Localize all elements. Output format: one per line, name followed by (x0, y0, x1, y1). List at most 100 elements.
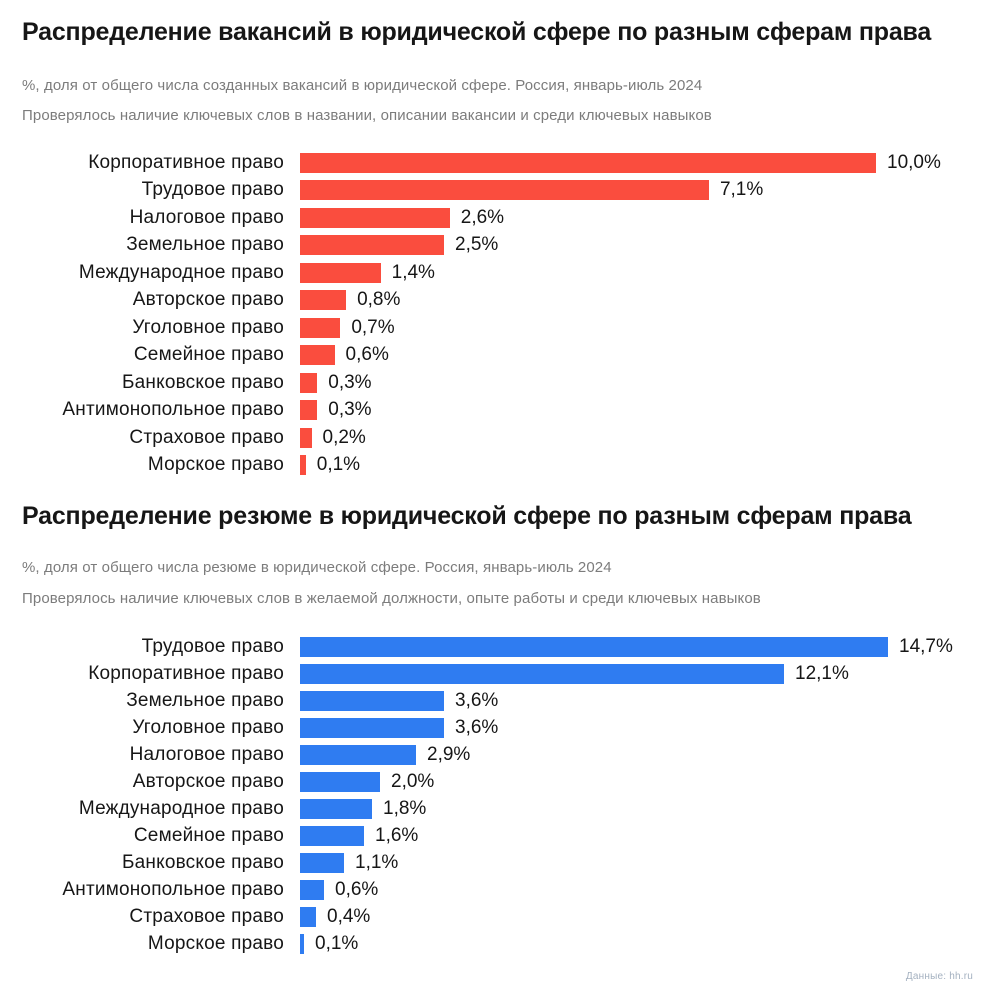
value-label: 0,6% (335, 878, 379, 900)
bar-track: 0,4% (284, 906, 370, 928)
bar-track: 14,7% (284, 636, 953, 658)
bar-track: 2,0% (284, 771, 434, 793)
value-label: 2,9% (427, 743, 471, 765)
bar-track: 0,1% (284, 933, 358, 955)
bar-row: Трудовое право 14,7% (0, 633, 1000, 660)
value-label: 3,6% (455, 689, 499, 711)
bar (300, 207, 450, 228)
value-label: 0,4% (327, 905, 371, 927)
bar-row: Морское право 0,1% (0, 930, 1000, 957)
value-label: 10,0% (887, 151, 941, 173)
bar-track: 0,1% (284, 454, 360, 476)
category-label: Корпоративное право (88, 662, 284, 684)
bar-row: Антимонопольное право 0,6% (0, 876, 1000, 903)
vacancies-bar-chart: Корпоративное право 10,0% Трудовое право 7,… (0, 149, 1000, 479)
category-label: Страховое право (129, 426, 284, 448)
bar (300, 400, 318, 421)
bar (300, 636, 888, 657)
category-label: Корпоративное право (88, 151, 284, 173)
bar-row: Трудовое право 7,1% (0, 177, 1000, 205)
bar (300, 262, 381, 283)
bar-row: Налоговое право 2,6% (0, 204, 1000, 232)
category-label: Семейное право (133, 824, 284, 846)
vacancies-chart-subtitle: %, доля от общего числа созданных ваканс… (22, 77, 703, 94)
value-label: 0,2% (322, 426, 366, 448)
bar-row: Международное право 1,4% (0, 259, 1000, 287)
resumes-bar-chart: Трудовое право 14,7% Корпоративное право 12… (0, 633, 1000, 957)
value-label: 0,3% (328, 399, 372, 421)
bar-track: 3,6% (284, 717, 498, 739)
bar-track: 1,6% (284, 825, 418, 847)
category-label: Трудовое право (141, 179, 284, 201)
bar-track: 1,4% (284, 262, 435, 284)
data-source-label: Данные: hh.ru (905, 971, 973, 982)
bar-track: 0,2% (284, 427, 366, 449)
bar-row: Авторское право 0,8% (0, 287, 1000, 315)
bar-row: Семейное право 0,6% (0, 342, 1000, 370)
bar (300, 879, 324, 900)
bar (300, 690, 444, 711)
category-label: Уголовное право (132, 316, 284, 338)
value-label: 2,6% (460, 206, 505, 228)
bar (300, 933, 304, 954)
bar-row: Земельное право 3,6% (0, 687, 1000, 714)
bar (300, 455, 306, 476)
bar-track: 1,1% (284, 852, 398, 874)
bar (300, 717, 444, 738)
bar-row: Банковское право 1,1% (0, 849, 1000, 876)
bar (300, 825, 364, 846)
bar (300, 771, 380, 792)
value-label: 12,1% (795, 662, 849, 684)
value-label: 2,0% (391, 770, 435, 792)
category-label: Уголовное право (132, 716, 284, 738)
value-label: 3,6% (455, 716, 499, 738)
category-label: Земельное право (126, 689, 284, 711)
bar-row: Уголовное право 0,7% (0, 314, 1000, 342)
bar (300, 852, 344, 873)
bar-row: Антимонопольное право 0,3% (0, 397, 1000, 425)
bar (300, 906, 316, 927)
resumes-chart-subtitle: %, доля от общего числа резюме в юридиче… (22, 559, 612, 576)
bar (300, 798, 372, 819)
value-label: 7,1% (719, 179, 764, 201)
value-label: 1,8% (383, 797, 427, 819)
bar (300, 180, 709, 201)
value-label: 14,7% (899, 635, 953, 657)
value-label: 0,1% (315, 932, 359, 954)
bar-track: 2,9% (284, 744, 470, 766)
category-label: Трудовое право (141, 635, 284, 657)
category-label: Семейное право (133, 344, 284, 366)
bar-row: Морское право 0,1% (0, 452, 1000, 480)
value-label: 1,4% (391, 261, 435, 283)
category-label: Международное право (78, 797, 284, 819)
category-label: Банковское право (121, 371, 284, 393)
bar-track: 0,6% (284, 344, 389, 366)
bar-track: 1,8% (284, 798, 426, 820)
bar-row: Авторское право 2,0% (0, 768, 1000, 795)
value-label: 0,6% (345, 344, 389, 366)
bar-row: Страховое право 0,4% (0, 903, 1000, 930)
bar-track: 3,6% (284, 690, 498, 712)
bar-row: Корпоративное право 10,0% (0, 149, 1000, 177)
value-label: 0,8% (357, 289, 401, 311)
category-label: Международное право (78, 261, 284, 283)
bar-track: 0,6% (284, 879, 378, 901)
category-label: Авторское право (132, 289, 284, 311)
bar (300, 317, 341, 338)
value-label: 0,3% (328, 371, 372, 393)
bar-track: 2,5% (284, 234, 498, 256)
category-label: Страховое право (129, 905, 284, 927)
value-label: 2,5% (455, 234, 499, 256)
category-label: Морское право (147, 932, 284, 954)
value-label: 1,1% (355, 851, 399, 873)
bar-track: 7,1% (284, 179, 763, 201)
category-label: Антимонопольное право (62, 399, 284, 421)
category-label: Банковское право (121, 851, 284, 873)
bar-track: 0,8% (284, 289, 400, 311)
bar (300, 744, 416, 765)
bar (300, 427, 312, 448)
category-label: Налоговое право (129, 743, 284, 765)
bar-row: Земельное право 2,5% (0, 232, 1000, 260)
bar (300, 235, 444, 256)
